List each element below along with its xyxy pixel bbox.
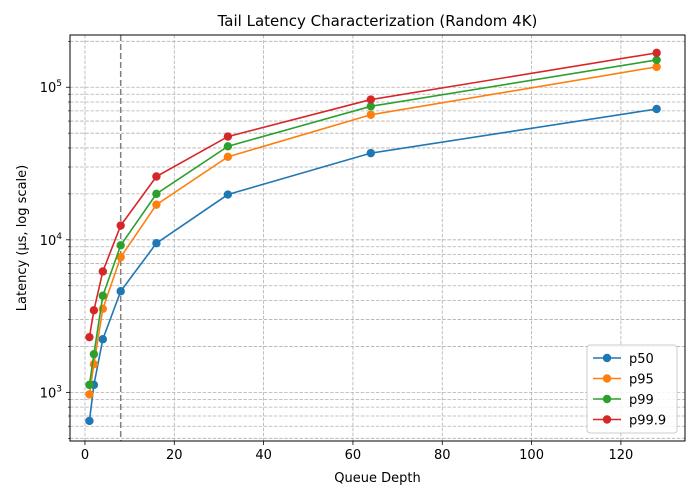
x-tick-label: 0 bbox=[81, 448, 89, 463]
legend-item: p99 bbox=[593, 393, 654, 408]
x-tick-label: 80 bbox=[434, 448, 451, 463]
data-point bbox=[152, 239, 161, 248]
x-axis-ticks: 0 20 40 60 80 100 120 bbox=[81, 441, 633, 463]
y-tick-label: 104 bbox=[40, 232, 63, 249]
legend-label: p50 bbox=[629, 352, 654, 367]
series-p99-9 bbox=[85, 48, 661, 342]
legend-label: p95 bbox=[629, 373, 654, 388]
data-point bbox=[89, 359, 99, 369]
data-point bbox=[652, 104, 661, 114]
x-tick-label: 100 bbox=[519, 448, 544, 463]
data-point bbox=[652, 48, 661, 58]
x-tick-label: 120 bbox=[608, 448, 633, 463]
x-tick-label: 40 bbox=[255, 448, 272, 463]
series-line bbox=[88, 59, 657, 385]
data-point bbox=[85, 416, 94, 426]
y-tick-label: 105 bbox=[40, 79, 62, 96]
y-axis-ticks: 103 104 105 bbox=[40, 41, 70, 439]
data-point bbox=[85, 380, 94, 390]
legend-swatch-marker bbox=[602, 415, 612, 424]
legend-label: p99.9 bbox=[629, 414, 666, 429]
legend: p50 p95 p99 p99.9 bbox=[586, 344, 678, 434]
grid-layer bbox=[70, 35, 685, 441]
plot-frame bbox=[69, 34, 686, 442]
y-tick-label: 103 bbox=[40, 384, 62, 401]
data-point bbox=[223, 142, 233, 151]
data-point bbox=[652, 62, 661, 72]
data-point bbox=[85, 390, 94, 399]
x-axis-title: Queue Depth bbox=[334, 471, 420, 486]
series-line bbox=[88, 52, 657, 338]
x-tick-label: 60 bbox=[345, 448, 362, 463]
data-point bbox=[366, 148, 376, 158]
data-point bbox=[98, 335, 108, 344]
legend-item: p50 bbox=[593, 352, 654, 367]
series-p95 bbox=[85, 62, 661, 399]
series-layer bbox=[85, 48, 661, 426]
series-p99 bbox=[85, 55, 661, 390]
data-point bbox=[98, 267, 108, 276]
data-point bbox=[89, 306, 99, 315]
legend-swatch-marker bbox=[602, 394, 612, 404]
legend-item: p99.9 bbox=[593, 414, 666, 429]
data-point bbox=[98, 291, 108, 300]
data-point bbox=[223, 132, 233, 141]
legend-swatch-marker bbox=[602, 374, 612, 383]
chart-title: Tail Latency Characterization (Random 4K… bbox=[217, 12, 538, 30]
data-point bbox=[366, 95, 376, 104]
data-point bbox=[116, 252, 125, 262]
data-point bbox=[116, 287, 125, 296]
data-point bbox=[223, 190, 233, 199]
data-point bbox=[152, 172, 161, 181]
data-point bbox=[652, 55, 661, 65]
data-point bbox=[85, 332, 94, 342]
data-point bbox=[116, 241, 125, 250]
legend-item: p95 bbox=[593, 373, 654, 388]
series-line bbox=[88, 108, 657, 422]
data-point bbox=[152, 189, 161, 199]
legend-swatch-marker bbox=[602, 353, 612, 363]
data-point bbox=[116, 221, 125, 230]
data-point bbox=[223, 152, 233, 162]
data-point bbox=[366, 102, 376, 111]
x-tick-label: 20 bbox=[166, 448, 183, 463]
data-point bbox=[152, 200, 161, 209]
legend-label: p99 bbox=[629, 393, 654, 408]
data-point bbox=[366, 110, 376, 119]
data-point bbox=[89, 349, 99, 359]
series-p50 bbox=[85, 104, 661, 426]
y-axis-title: Latency (µs, log scale) bbox=[15, 165, 30, 311]
legend-box bbox=[586, 344, 678, 434]
